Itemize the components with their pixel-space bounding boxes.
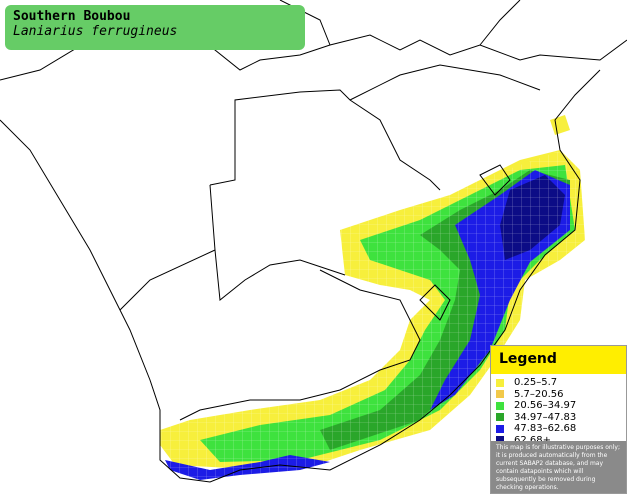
legend-swatch [496,390,504,399]
legend-items: 0.25–5.7 5.7–20.56 20.56–34.97 34.97–47.83 4… [491,374,626,449]
legend: Legend 0.25–5.7 5.7–20.56 20.56–34.97 34.97… [490,345,627,494]
distribution [150,115,590,480]
legend-item: 20.56–34.97 [496,400,621,412]
species-name: Southern Boubou [13,9,131,24]
legend-label: 20.56–34.97 [514,400,577,412]
legend-swatch [496,436,504,445]
legend-label: 47.83–62.68 [514,423,577,435]
legend-swatch [496,413,504,422]
legend-label: 62.68+ [514,435,551,446]
title-box: Southern Boubou Laniarius ferrugineus [5,5,305,50]
legend-item: 62.68+ [496,435,621,447]
legend-item: 0.25–5.7 [496,377,621,389]
legend-title: Legend [491,346,626,374]
legend-item: 47.83–62.68 [496,423,621,435]
legend-item: 5.7–20.56 [496,389,621,401]
legend-swatch [496,401,504,410]
legend-swatch [496,378,504,387]
disclaimer: This map is for illustrative purposes on… [491,441,626,493]
legend-swatch [496,424,504,433]
legend-label: 34.97–47.83 [514,411,577,423]
legend-label: 0.25–5.7 [514,377,558,389]
legend-label: 5.7–20.56 [514,388,564,400]
legend-item: 34.97–47.83 [496,412,621,424]
scientific-name: Laniarius ferrugineus [13,24,178,39]
